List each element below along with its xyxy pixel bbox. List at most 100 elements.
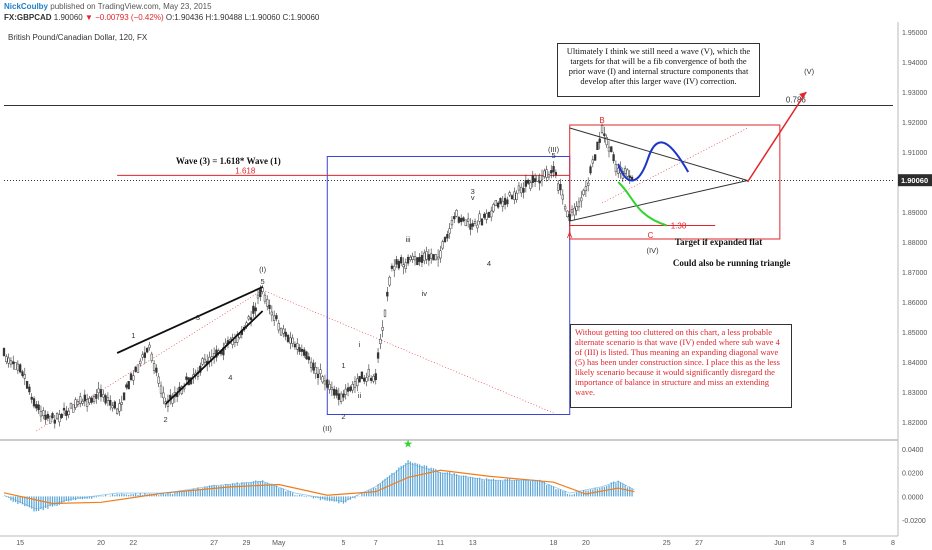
triangle-upper-line <box>569 127 748 181</box>
x-tick-label: 27 <box>210 540 218 547</box>
fib-0786-label: 0.786 <box>786 96 807 105</box>
x-tick-label: 8 <box>891 540 895 547</box>
candle-body <box>279 327 283 336</box>
candle-body <box>293 343 297 348</box>
candle-body <box>563 206 567 210</box>
candle-body <box>129 373 133 381</box>
wedge-lower-line <box>165 310 264 405</box>
candle-body <box>448 228 451 234</box>
y-tick-label: 1.92000 <box>902 120 927 127</box>
candle-body <box>589 166 592 174</box>
y-tick-label: 1.84000 <box>902 360 927 367</box>
candle-body <box>342 393 345 398</box>
candle-body <box>383 309 387 317</box>
ohlc-low: L:1.90060 <box>244 13 281 22</box>
candle-body <box>32 398 36 407</box>
candle-body <box>249 317 253 321</box>
candle-body <box>12 361 15 365</box>
projection-blue-path <box>617 141 690 182</box>
candle-body <box>266 299 269 307</box>
candle-body <box>162 392 165 399</box>
candle-body <box>381 327 384 331</box>
y-tick-label: 1.82000 <box>902 420 927 427</box>
candle-body <box>69 402 73 409</box>
candle-body <box>7 357 10 364</box>
candle-body <box>513 191 516 200</box>
candle-body <box>303 349 306 356</box>
candle-body <box>575 206 578 211</box>
candle-body <box>152 363 156 371</box>
candle-body <box>344 388 347 395</box>
candle-body <box>614 164 618 173</box>
x-tick-label: 20 <box>97 540 105 547</box>
candle-body <box>277 322 280 331</box>
author-link[interactable]: NickCoulby <box>4 2 49 11</box>
candle-body <box>118 403 121 412</box>
candle-body <box>136 364 140 373</box>
candle-body <box>566 210 569 217</box>
projection-green-path <box>617 181 668 227</box>
wave-label: iv <box>422 289 428 298</box>
candle-body <box>494 200 497 206</box>
fib-138-label: 1.38 <box>671 222 687 231</box>
fib-1618-label: 1.618 <box>235 166 256 175</box>
x-tick-label: 13 <box>469 540 477 547</box>
y-tick-label: 1.95000 <box>902 30 927 37</box>
candle-body <box>60 413 63 419</box>
candle-body <box>413 256 417 261</box>
candle-body <box>62 407 66 411</box>
symbol-header: FX:GBPCAD 1.90060 ▼ −0.00793 (−0.42%) O:… <box>4 13 319 22</box>
x-tick-label: 25 <box>663 540 671 547</box>
candle-body <box>570 209 574 213</box>
candle-body <box>612 154 615 162</box>
candle-body <box>21 371 24 376</box>
symbol-name[interactable]: FX:GBPCAD <box>4 13 52 22</box>
candle-body <box>95 394 98 399</box>
candle-body <box>607 146 611 152</box>
candle-body <box>379 338 382 344</box>
macd-y-tick-label: 0.0400 <box>902 447 924 454</box>
candle-body <box>106 397 110 402</box>
candle-body <box>88 398 91 404</box>
candle-body <box>238 334 241 338</box>
candle-body <box>561 194 564 200</box>
candle-body <box>335 389 338 396</box>
star-marker-icon: ★ <box>403 439 413 451</box>
candle-body <box>90 397 93 403</box>
y-tick-label: 1.88000 <box>902 240 927 247</box>
candle-body <box>492 204 495 212</box>
candle-body <box>411 255 414 260</box>
wave3-annotation: Wave (3) = 1.618* Wave (1) <box>176 156 281 166</box>
candle-body <box>76 401 80 405</box>
candle-body <box>259 289 262 297</box>
candle-body <box>83 394 86 402</box>
candles <box>2 123 634 429</box>
candle-body <box>462 217 465 222</box>
candle-body <box>252 305 255 314</box>
current-price-box <box>898 174 932 187</box>
triangle-label-c: C <box>648 231 654 240</box>
candle-body <box>517 185 521 191</box>
candle-body <box>598 138 601 143</box>
candle-body <box>263 294 267 302</box>
candle-body <box>150 353 153 361</box>
macd-line <box>3 462 635 510</box>
candle-body <box>157 376 160 384</box>
candle-body <box>520 187 523 194</box>
candle-body <box>577 201 581 208</box>
candle-body <box>148 344 151 348</box>
candle-body <box>85 398 89 407</box>
wave-label: iii <box>406 235 411 244</box>
y-tick-label: 1.94000 <box>902 60 927 67</box>
wave-label: 5 <box>551 151 555 160</box>
y-tick-label: 1.89000 <box>902 210 927 217</box>
candle-body <box>483 213 486 218</box>
candle-body <box>312 362 315 371</box>
wave-label: 2 <box>164 415 168 424</box>
candle-body <box>298 347 301 352</box>
wedge-upper-line <box>116 286 263 354</box>
candle-body <box>628 175 631 179</box>
candle-body <box>37 404 40 411</box>
candle-body <box>256 294 260 299</box>
